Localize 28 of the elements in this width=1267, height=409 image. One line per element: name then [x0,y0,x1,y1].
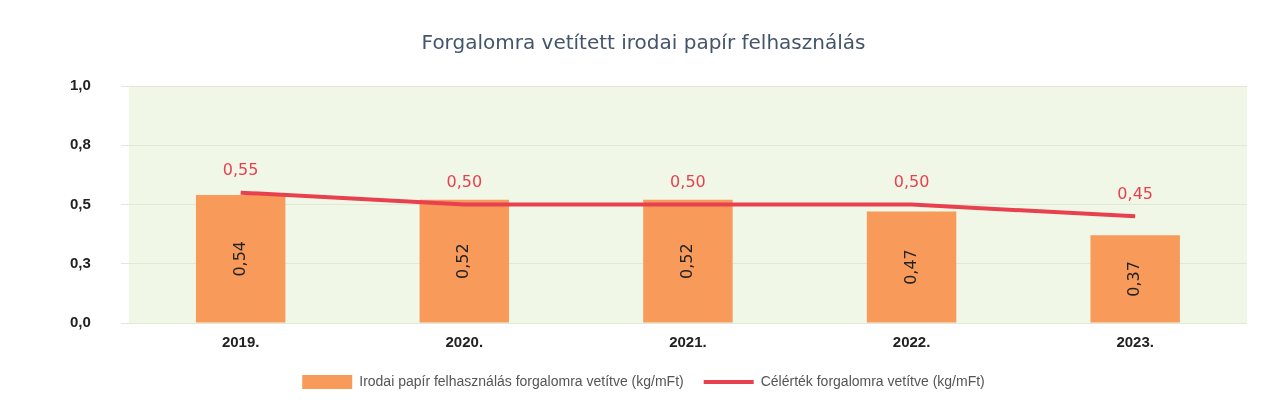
bar [1090,235,1180,323]
bar [643,199,733,323]
bar [195,195,286,323]
data-label: 0,52 [677,243,697,279]
data-label: 0,54 [229,240,249,277]
data-label: 0,50 [893,171,930,191]
x-tick-label: 2023. [1116,333,1154,351]
legend-label: Irodai papír felhasználás forgalomra vetítve (kg/mFt) [359,372,684,389]
y-tick-label: 1,0 [69,76,91,94]
data-label: 0,47 [900,249,920,285]
legend-label: Célérték forgalomra vetítve (kg/mFt) [760,372,985,389]
x-tick-label: 2019. [221,333,260,351]
data-label: 0,55 [222,159,259,179]
bar [419,199,510,323]
y-tick-label: 0,5 [69,194,91,212]
data-label: 0,37 [1124,261,1144,297]
x-tick-label: 2021. [669,333,707,351]
data-label: 0,52 [453,243,473,279]
x-tick-label: 2022. [892,333,931,351]
data-label: 0,50 [446,171,483,191]
data-label: 0,50 [670,171,706,191]
x-tick-label: 2020. [445,333,484,351]
y-tick-label: 0,3 [69,253,91,271]
bar [866,211,957,323]
y-tick-label: 0,0 [69,313,91,331]
data-label: 0,45 [1117,183,1153,203]
chart-title: Forgalomra vetített irodai papír felhasználás [421,30,866,55]
y-tick-label: 0,8 [69,135,91,153]
